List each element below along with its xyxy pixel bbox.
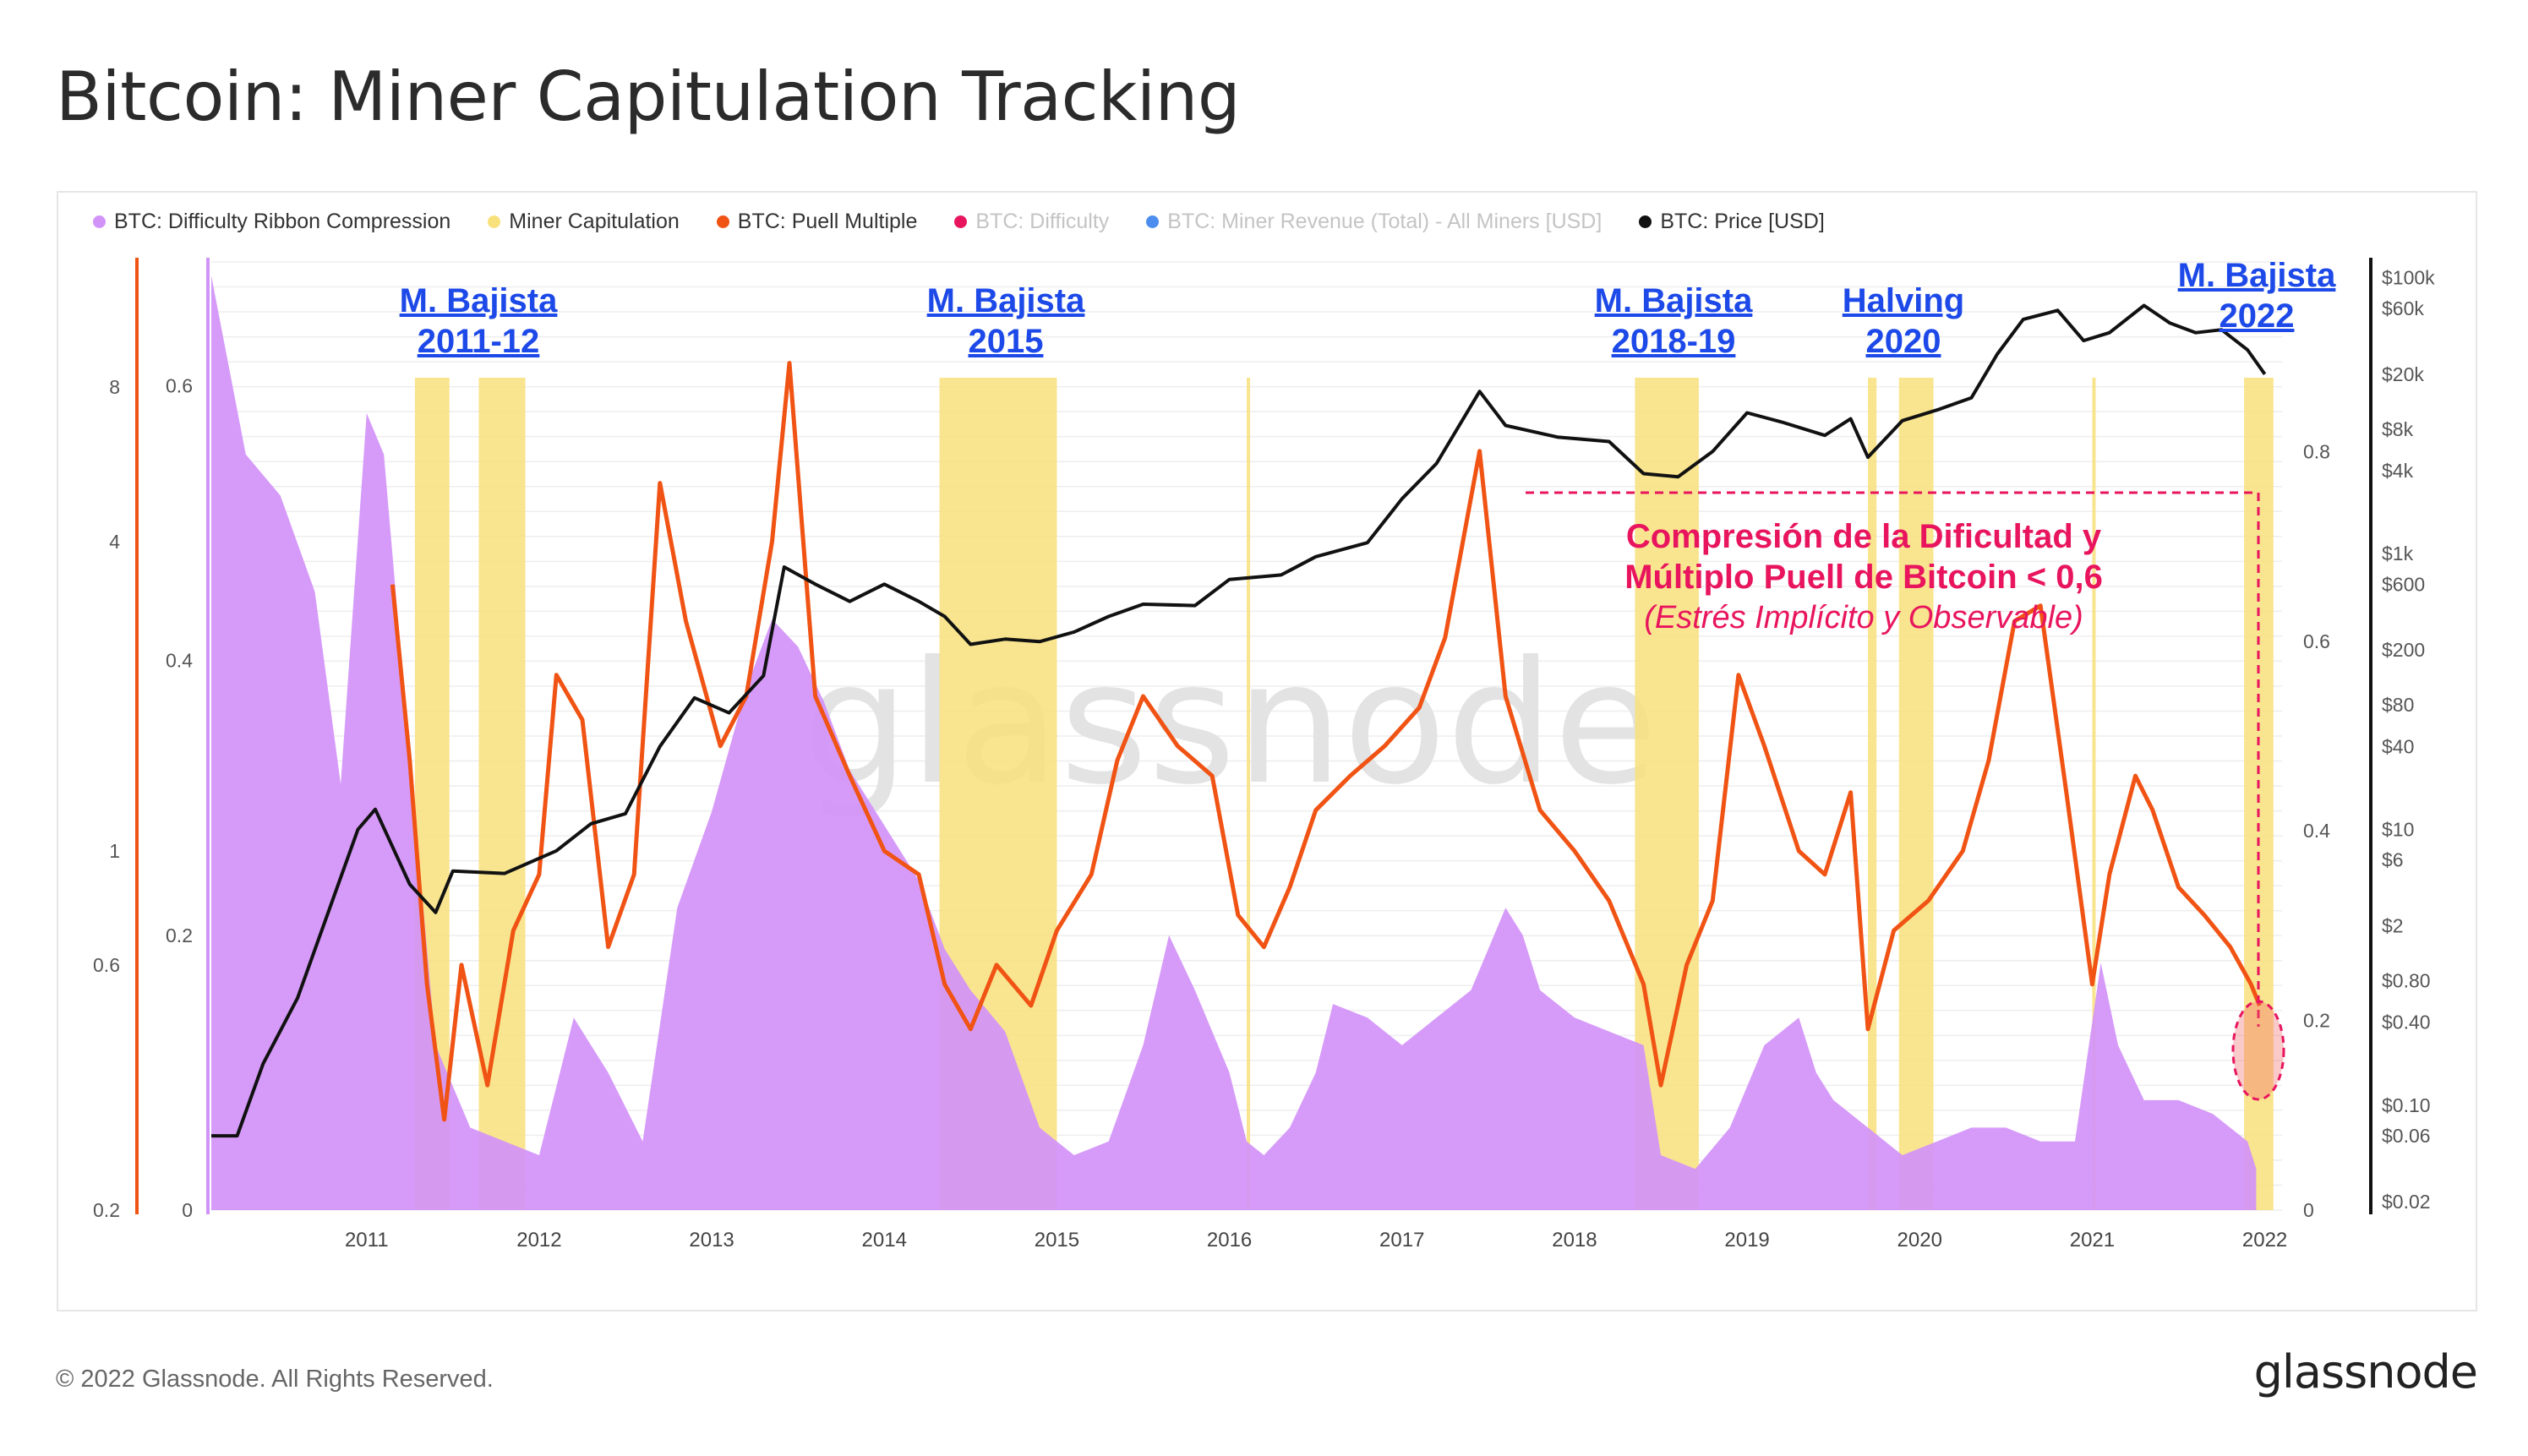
price-tick-label: $0.10	[2382, 1094, 2431, 1116]
legend-item[interactable]: BTC: Difficulty Ribbon Compression	[93, 210, 450, 234]
price-tick-label: $0.80	[2382, 970, 2431, 992]
page-title: Bitcoin: Miner Capitulation Tracking	[56, 57, 1241, 136]
series-puell-line	[390, 361, 2262, 1122]
price-tick-label: $60k	[2382, 297, 2424, 319]
price-tick-label: $0.02	[2382, 1191, 2431, 1213]
legend-label: BTC: Miner Revenue (Total) - All Miners …	[1167, 210, 1603, 233]
price-tick-label: $1k	[2382, 543, 2414, 564]
ribbon-tick-label: 0.4	[166, 650, 193, 672]
chart-legend: BTC: Difficulty Ribbon Compression Miner …	[93, 210, 1825, 234]
annotation-label: M. Bajista	[927, 282, 1085, 319]
callout-highlight-ellipse	[2231, 1000, 2285, 1101]
capitulation-band	[2244, 378, 2274, 1210]
x-tick-label: 2012	[516, 1229, 561, 1252]
price-tick-label: $200	[2382, 639, 2425, 661]
annotation-label: M. Bajista	[2178, 257, 2336, 294]
price-tick-label: $6	[2382, 849, 2404, 871]
ribbon-tick-label: 0.2	[166, 924, 193, 946]
legend-label: BTC: Difficulty Ribbon Compression	[114, 210, 451, 233]
right-inner-tick-label: 0.8	[2303, 440, 2330, 462]
puell-tick-label: 8	[109, 376, 120, 398]
annotation-label: Halving	[1843, 282, 1964, 319]
x-tick-label: 2020	[1897, 1229, 1942, 1252]
right-inner-tick-label: 0.6	[2303, 630, 2330, 652]
capitulation-band	[1898, 378, 1934, 1210]
legend-item[interactable]: BTC: Price [USD]	[1639, 210, 1825, 234]
footer-copyright: © 2022 Glassnode. All Rights Reserved.	[56, 1366, 494, 1393]
price-tick-label: $10	[2382, 819, 2414, 841]
legend-label: BTC: Puell Multiple	[737, 210, 918, 233]
annotation-sub: 2022	[2220, 297, 2295, 335]
annotation-label: M. Bajista	[1595, 282, 1753, 319]
price-tick-label: $8k	[2382, 418, 2414, 440]
legend-dot-icon	[716, 215, 729, 228]
ribbon-tick-label: 0	[182, 1199, 193, 1221]
brand-logo: glassnode	[2253, 1345, 2478, 1399]
legend-item[interactable]: BTC: Difficulty	[954, 210, 1109, 234]
callout-line-3: (Estrés Implícito y Observable)	[1644, 600, 2083, 635]
right-inner-tick-label: 0.4	[2303, 820, 2330, 842]
x-tick-label: 2021	[2070, 1229, 2115, 1252]
legend-dot-icon	[954, 215, 968, 228]
price-tick-label: $40	[2382, 735, 2414, 757]
price-tick-label: $80	[2382, 694, 2414, 716]
annotation-label: M. Bajista	[400, 282, 558, 319]
puell-tick-label: 0.2	[93, 1199, 120, 1221]
callout-line-2: Múltiplo Puell de Bitcoin < 0,6	[1624, 559, 2103, 596]
capitulation-band	[1247, 378, 1251, 1210]
ribbon-tick-label: 0.6	[166, 374, 193, 396]
legend-item[interactable]: Miner Capitulation	[488, 210, 680, 234]
callout-line-1: Compresión de la Dificultad y	[1626, 518, 2102, 555]
legend-dot-icon	[93, 215, 106, 228]
x-tick-label: 2022	[2242, 1229, 2287, 1252]
price-tick-label: $600	[2382, 573, 2425, 595]
annotation-sub: 2011-12	[418, 323, 540, 360]
x-tick-label: 2013	[689, 1229, 734, 1252]
puell-tick-label: 1	[109, 840, 120, 862]
price-tick-label: $0.06	[2382, 1125, 2431, 1147]
legend-dot-icon	[1146, 215, 1160, 228]
puell-tick-label: 4	[109, 531, 120, 553]
legend-label: BTC: Price [USD]	[1660, 210, 1825, 233]
price-tick-label: $100k	[2382, 267, 2435, 289]
legend-label: Miner Capitulation	[509, 210, 680, 233]
annotation-sub: 2020	[1866, 323, 1941, 360]
legend-label: BTC: Difficulty	[975, 210, 1110, 233]
x-tick-label: 2011	[345, 1229, 389, 1252]
price-tick-label: $20k	[2382, 363, 2424, 385]
price-tick-label: $4k	[2382, 460, 2414, 482]
annotation-sub: 2018-19	[1612, 323, 1736, 360]
series-difficulty-ribbon-area	[211, 275, 2257, 1210]
legend-item[interactable]: BTC: Puell Multiple	[716, 210, 918, 234]
x-tick-label: 2018	[1552, 1229, 1597, 1252]
watermark: glassnode	[802, 625, 1658, 822]
price-tick-label: $0.40	[2382, 1012, 2431, 1033]
right-inner-tick-label: 0	[2303, 1199, 2314, 1221]
legend-dot-icon	[488, 215, 501, 228]
capitulation-band	[1868, 378, 1877, 1210]
capitulation-band	[2092, 378, 2096, 1210]
legend-dot-icon	[1639, 215, 1652, 228]
x-tick-label: 2014	[862, 1229, 907, 1252]
series-price-line	[211, 303, 2267, 1138]
puell-tick-label: 0.6	[93, 954, 120, 976]
annotation-sub: 2015	[969, 323, 1044, 360]
x-tick-label: 2017	[1379, 1229, 1424, 1252]
price-tick-label: $2	[2382, 915, 2404, 937]
x-tick-label: 2016	[1207, 1229, 1252, 1252]
x-tick-label: 2015	[1035, 1229, 1079, 1252]
right-inner-tick-label: 0.2	[2303, 1010, 2330, 1032]
legend-item[interactable]: BTC: Miner Revenue (Total) - All Miners …	[1146, 210, 1602, 234]
x-tick-label: 2019	[1724, 1229, 1769, 1252]
